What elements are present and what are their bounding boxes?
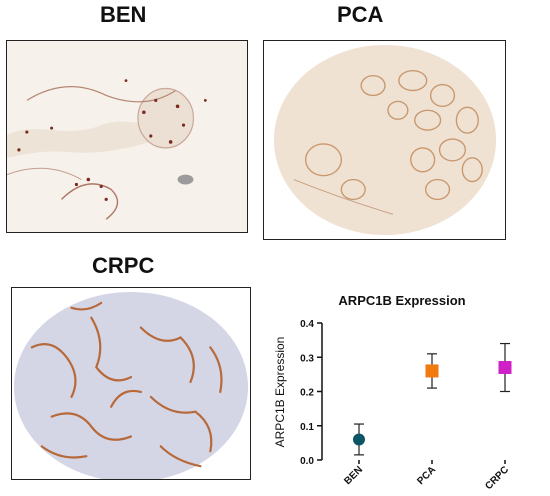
mean-marker <box>353 433 365 446</box>
mean-marker <box>425 364 439 378</box>
y-tick-label: 0.1 <box>300 422 314 433</box>
panel-title-crpc: CRPC <box>92 253 155 278</box>
y-tick-label: 0.0 <box>300 456 314 467</box>
data-point-pca <box>425 353 439 389</box>
arpc1b-expression-chart: ARPC1B Expression ARPC1B Expression 0.00… <box>273 293 512 492</box>
data-points <box>353 342 512 456</box>
ben-tissue-image <box>7 41 247 232</box>
mean-marker <box>498 361 512 375</box>
y-tick-label: 0.3 <box>300 353 314 364</box>
panel-title-ben: BEN <box>100 2 147 27</box>
crpc-tissue-image <box>12 288 250 479</box>
ben-micrograph <box>6 40 248 233</box>
pca-micrograph <box>263 40 506 240</box>
panel-title-pca: PCA <box>337 2 384 27</box>
y-tick-label: 0.2 <box>300 388 314 399</box>
pca-tissue-image <box>264 41 505 239</box>
y-axis-label: ARPC1B Expression <box>273 337 287 448</box>
data-point-ben <box>353 423 365 456</box>
data-point-crpc <box>498 342 512 393</box>
x-tick-label: BEN <box>342 464 365 487</box>
crpc-micrograph <box>11 287 251 480</box>
y-tick-label: 0.4 <box>300 319 314 330</box>
x-tick-label: CRPC <box>483 464 511 492</box>
y-axis-ticks: 0.0 0.1 0.2 0.3 0.4 <box>300 319 322 467</box>
x-axis-ticks: BEN PCA CRPC <box>342 460 511 492</box>
chart-title: ARPC1B Expression <box>338 293 465 308</box>
x-tick-label: PCA <box>415 464 438 487</box>
